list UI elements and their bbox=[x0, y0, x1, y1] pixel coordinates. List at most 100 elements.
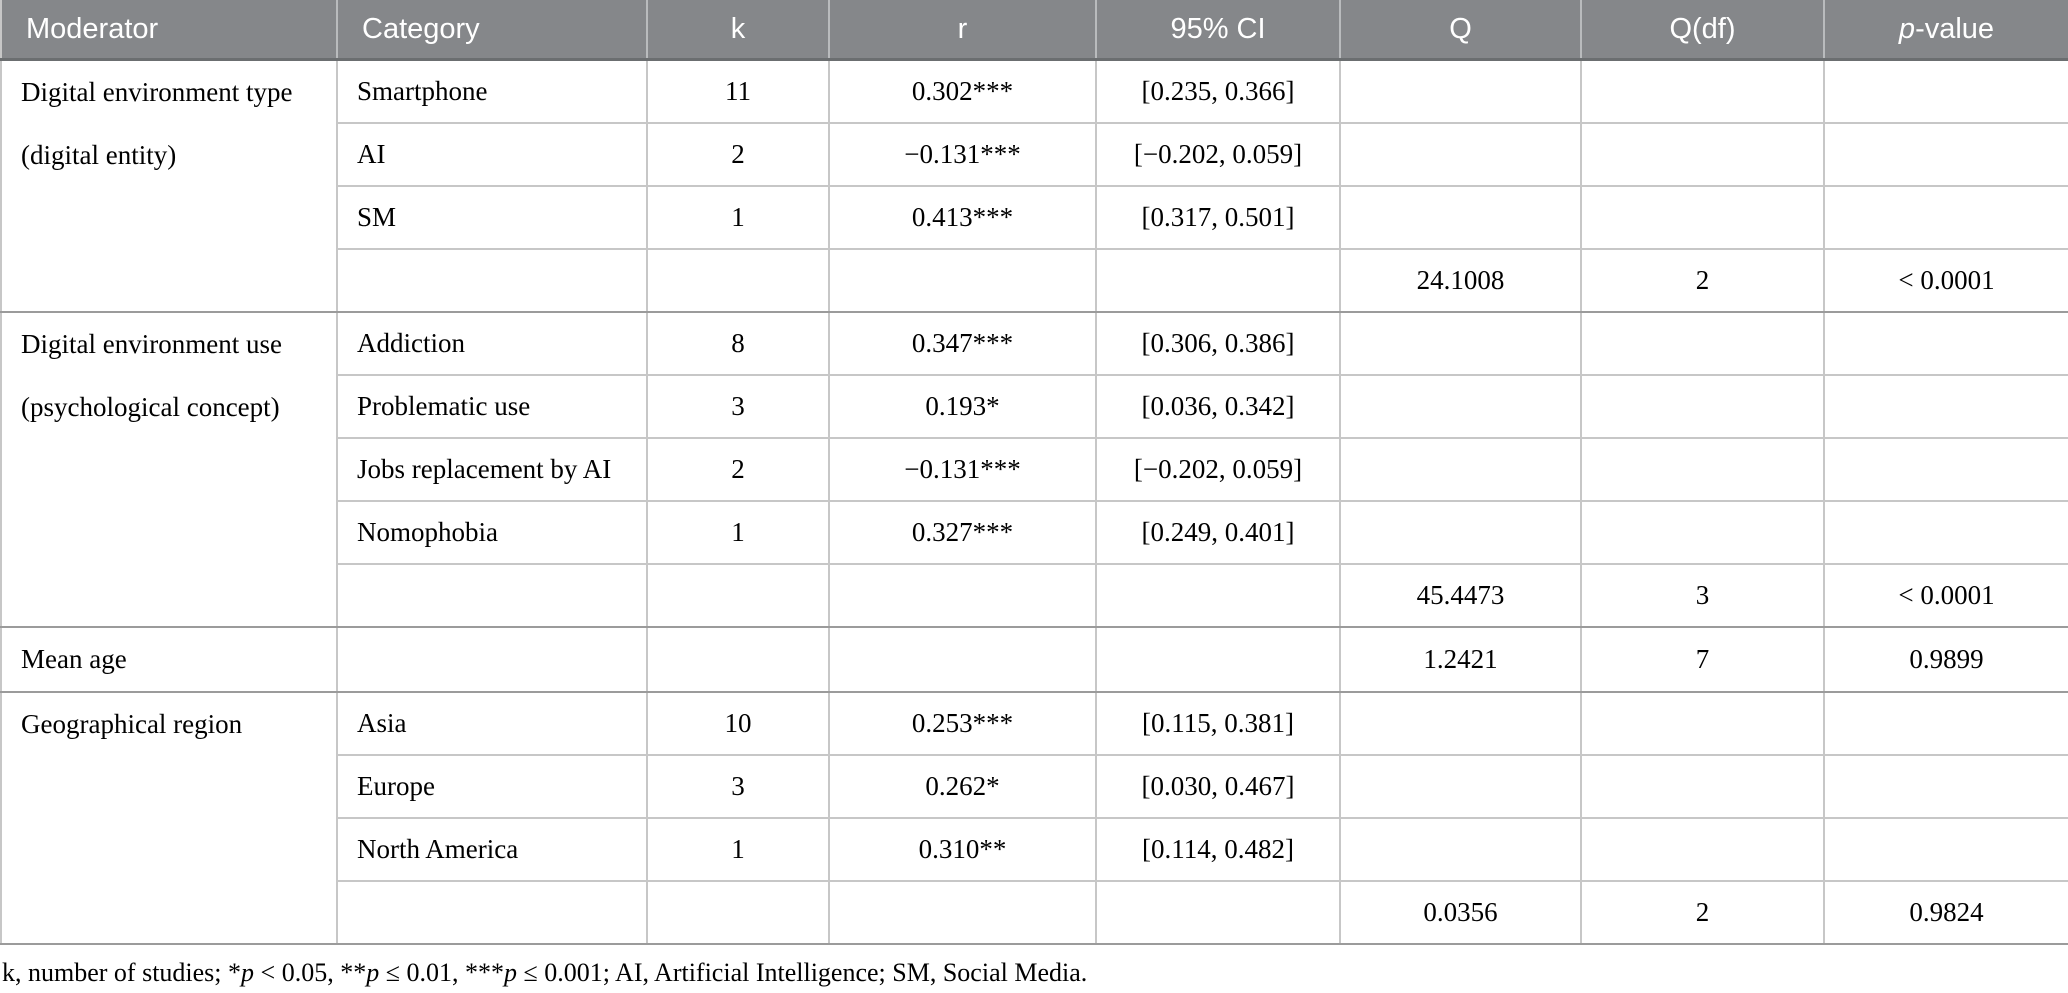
p-cell bbox=[1824, 374, 2068, 439]
p-cell bbox=[1824, 122, 2068, 187]
qdf-cell: 3 bbox=[1581, 563, 1825, 628]
moderator-line-1: Digital environment use bbox=[21, 328, 282, 359]
p-cell bbox=[1824, 437, 2068, 502]
column-header-moderator: Moderator bbox=[1, 0, 338, 61]
column-header-category: Category bbox=[337, 0, 648, 61]
category-cell: Smartphone bbox=[337, 59, 648, 124]
qdf-cell bbox=[1581, 691, 1825, 756]
table-row: Geographical region Asia 10 0.253*** [0.… bbox=[1, 691, 2068, 945]
table-row-group-stats: 45.4473 3 < 0.0001 bbox=[1, 563, 2068, 628]
r-cell: −0.131*** bbox=[829, 437, 1097, 502]
header-row: Moderator Category k r 95% CI Q Q(df) p-… bbox=[1, 0, 2068, 61]
r-cell: 0.193* bbox=[829, 374, 1097, 439]
q-cell bbox=[1340, 754, 1582, 819]
moderator-analysis-table: Moderator Category k r 95% CI Q Q(df) p-… bbox=[0, 0, 2068, 945]
ci-cell: [0.030, 0.467] bbox=[1096, 754, 1341, 819]
r-cell: −0.131*** bbox=[829, 122, 1097, 187]
ci-cell: [0.249, 0.401] bbox=[1096, 500, 1341, 565]
r-cell: 0.347*** bbox=[829, 311, 1097, 376]
category-cell: SM bbox=[337, 185, 648, 250]
qdf-cell bbox=[1581, 437, 1825, 502]
category-cell bbox=[337, 563, 648, 628]
moderator-cell: Digital environment type (digital entity… bbox=[1, 59, 338, 313]
q-cell: 45.4473 bbox=[1340, 563, 1582, 628]
table-row: Jobs replacement by AI 2 −0.131*** [−0.2… bbox=[1, 437, 2068, 502]
p-cell: 0.9899 bbox=[1824, 626, 2068, 693]
qdf-cell bbox=[1581, 311, 1825, 376]
q-cell: 0.0356 bbox=[1340, 880, 1582, 945]
r-cell: 0.310** bbox=[829, 817, 1097, 882]
ci-cell: [0.306, 0.386] bbox=[1096, 311, 1341, 376]
p-cell bbox=[1824, 754, 2068, 819]
category-cell bbox=[337, 880, 648, 945]
column-header-ci: 95% CI bbox=[1096, 0, 1341, 61]
q-cell bbox=[1340, 311, 1582, 376]
r-cell: 0.253*** bbox=[829, 691, 1097, 756]
table-row: SM 1 0.413*** [0.317, 0.501] bbox=[1, 185, 2068, 250]
q-cell bbox=[1340, 691, 1582, 756]
k-cell: 1 bbox=[647, 185, 830, 250]
q-cell bbox=[1340, 185, 1582, 250]
k-cell bbox=[647, 248, 830, 313]
p-value-italic: p bbox=[1898, 12, 1916, 45]
r-cell: 0.302*** bbox=[829, 59, 1097, 124]
category-cell bbox=[337, 248, 648, 313]
k-cell: 8 bbox=[647, 311, 830, 376]
qdf-cell bbox=[1581, 500, 1825, 565]
column-header-p-value: p-value bbox=[1824, 0, 2068, 61]
qdf-cell bbox=[1581, 185, 1825, 250]
q-cell: 24.1008 bbox=[1340, 248, 1582, 313]
p-value-rest: -value bbox=[1915, 12, 1995, 45]
moderator-line-1: Mean age bbox=[21, 643, 127, 674]
qdf-cell: 7 bbox=[1581, 626, 1825, 693]
table-row: Digital environment type (digital entity… bbox=[1, 59, 2068, 313]
category-cell: Asia bbox=[337, 691, 648, 756]
table-row: North America 1 0.310** [0.114, 0.482] bbox=[1, 817, 2068, 882]
table-row: Digital environment use (psychological c… bbox=[1, 311, 2068, 628]
r-cell: 0.413*** bbox=[829, 185, 1097, 250]
category-cell: Addiction bbox=[337, 311, 648, 376]
qdf-cell bbox=[1581, 817, 1825, 882]
q-cell bbox=[1340, 374, 1582, 439]
p-cell: < 0.0001 bbox=[1824, 563, 2068, 628]
moderator-line-2: (psychological concept) bbox=[21, 391, 280, 422]
table-row: AI 2 −0.131*** [−0.202, 0.059] bbox=[1, 122, 2068, 187]
column-header-k: k bbox=[647, 0, 830, 61]
table-row-group-stats: 0.0356 2 0.9824 bbox=[1, 880, 2068, 945]
k-cell: 3 bbox=[647, 754, 830, 819]
ci-cell bbox=[1096, 880, 1341, 945]
r-cell: 0.327*** bbox=[829, 500, 1097, 565]
k-cell: 1 bbox=[647, 500, 830, 565]
r-cell bbox=[829, 563, 1097, 628]
qdf-cell: 2 bbox=[1581, 880, 1825, 945]
qdf-cell bbox=[1581, 754, 1825, 819]
k-cell: 10 bbox=[647, 691, 830, 756]
q-cell bbox=[1340, 437, 1582, 502]
ci-cell: [0.114, 0.482] bbox=[1096, 817, 1341, 882]
ci-cell bbox=[1096, 563, 1341, 628]
r-cell: 0.262* bbox=[829, 754, 1097, 819]
k-cell: 2 bbox=[647, 122, 830, 187]
category-cell: Problematic use bbox=[337, 374, 648, 439]
table-row: Problematic use 3 0.193* [0.036, 0.342] bbox=[1, 374, 2068, 439]
ci-cell: [−0.202, 0.059] bbox=[1096, 437, 1341, 502]
q-cell bbox=[1340, 500, 1582, 565]
category-cell: North America bbox=[337, 817, 648, 882]
moderator-cell: Digital environment use (psychological c… bbox=[1, 311, 338, 628]
footnote: k, number of studies; *p < 0.05, **p ≤ 0… bbox=[2, 957, 1088, 987]
ci-cell bbox=[1096, 626, 1341, 693]
ci-cell: [0.115, 0.381] bbox=[1096, 691, 1341, 756]
k-cell: 3 bbox=[647, 374, 830, 439]
k-cell bbox=[647, 626, 830, 693]
ci-cell: [0.317, 0.501] bbox=[1096, 185, 1341, 250]
p-cell: 0.9824 bbox=[1824, 880, 2068, 945]
ci-cell: [−0.202, 0.059] bbox=[1096, 122, 1341, 187]
column-header-r: r bbox=[829, 0, 1097, 61]
p-cell bbox=[1824, 817, 2068, 882]
qdf-cell bbox=[1581, 374, 1825, 439]
column-header-q: Q bbox=[1340, 0, 1582, 61]
table-header: Moderator Category k r 95% CI Q Q(df) p-… bbox=[1, 0, 2068, 61]
table-row: Nomophobia 1 0.327*** [0.249, 0.401] bbox=[1, 500, 2068, 565]
p-cell bbox=[1824, 59, 2068, 124]
p-cell bbox=[1824, 500, 2068, 565]
